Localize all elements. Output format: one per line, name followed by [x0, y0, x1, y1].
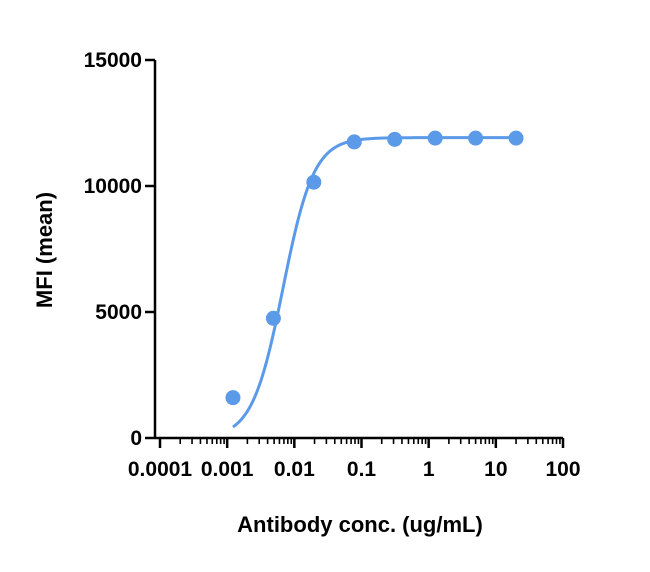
x-tick-label: 0.0001: [128, 458, 193, 481]
x-axis-title: Antibody conc. (ug/mL): [237, 512, 483, 537]
y-axis: 0 5000 10000 15000: [84, 49, 157, 450]
fit-curve: [232, 136, 517, 429]
data-point: [225, 390, 241, 406]
data-point: [427, 130, 443, 146]
y-axis-title: MFI (mean): [32, 192, 57, 308]
x-tick-label: 0.001: [201, 458, 254, 481]
x-axis: 0.0001 0.001 0.01 0.1 1 10 100: [128, 436, 581, 481]
data-point: [387, 131, 403, 147]
x-tick-label: 0.01: [274, 458, 315, 481]
x-tick-label: 1: [423, 458, 435, 481]
x-tick-label: 10: [484, 458, 507, 481]
plot-area: [225, 130, 524, 429]
y-tick-label: 0: [130, 427, 142, 450]
x-tick-label: 100: [545, 458, 580, 481]
data-point: [468, 130, 484, 146]
y-tick-label: 10000: [84, 175, 142, 198]
data-point: [306, 174, 322, 190]
y-tick-label: 5000: [95, 301, 142, 324]
data-point: [508, 130, 524, 146]
x-tick-label: 0.1: [347, 458, 377, 481]
data-point: [346, 134, 362, 150]
data-point: [265, 310, 281, 326]
y-tick-label: 15000: [84, 49, 142, 72]
